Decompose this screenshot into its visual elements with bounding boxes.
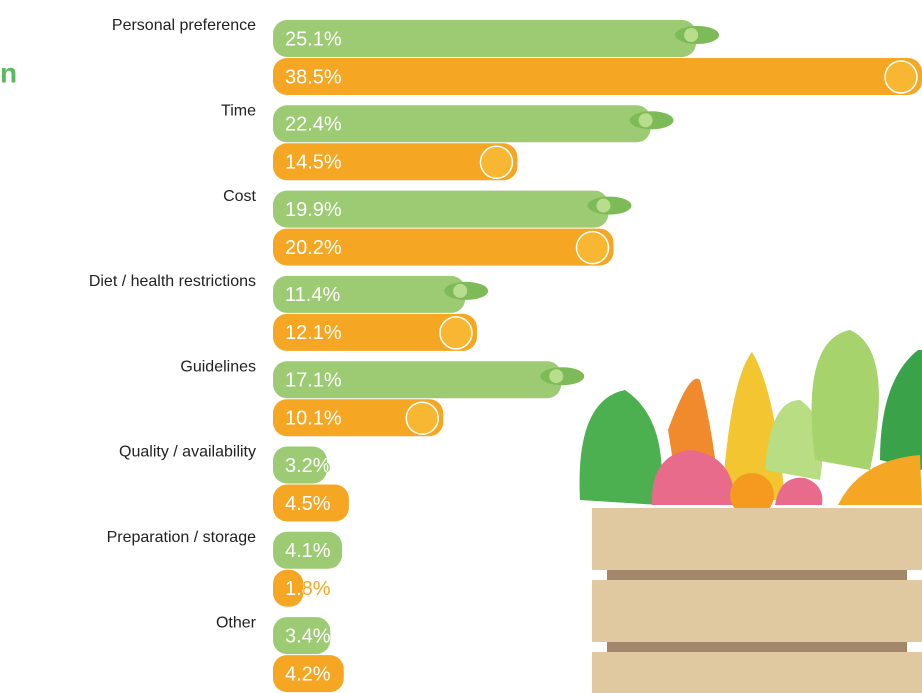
bar (273, 446, 327, 484)
bar (273, 617, 331, 655)
value-label-outside: 20.2% (285, 237, 342, 259)
bar (273, 275, 466, 313)
pea (596, 198, 611, 213)
value-label: 12.1% (285, 322, 342, 344)
orange-slice (479, 145, 514, 180)
value-label: 38.5% (285, 66, 342, 88)
value-label: 25.1% (285, 28, 342, 50)
bar (273, 105, 651, 143)
bar (273, 228, 614, 266)
orange-slice (575, 230, 610, 265)
orange-slice (439, 316, 473, 350)
value-label: 19.9% (285, 199, 342, 221)
value-label-outside: 17.1% (285, 369, 342, 391)
bar (273, 531, 343, 569)
value-label: 1.8% (285, 578, 331, 600)
bar (273, 143, 518, 181)
value-label: 14.5% (285, 152, 342, 174)
bar (273, 313, 477, 351)
bar (273, 484, 349, 522)
bar (273, 655, 344, 693)
value-label: 22.4% (285, 114, 342, 136)
orange-slice (884, 60, 918, 94)
value-label-outside: 12.1% (285, 322, 342, 344)
value-label-outside: 25.1% (285, 28, 342, 50)
value-label: 3.4% (285, 625, 331, 647)
value-label: 4.5% (285, 493, 331, 515)
pea (684, 28, 699, 42)
value-label: 11.4% (285, 284, 340, 306)
value-label-outside: 4.5% (285, 493, 331, 515)
bar (273, 399, 444, 437)
bar (273, 361, 562, 399)
bar (273, 20, 697, 57)
value-label-outside: 1.8% (285, 578, 331, 600)
crate-illustration (579, 330, 922, 693)
value-label-outside: 3.2% (285, 455, 331, 477)
value-label-outside: 38.5% (285, 66, 342, 88)
category-label: Other (216, 614, 257, 631)
value-label-outside: 3.4% (285, 625, 331, 647)
value-label: 20.2% (285, 237, 342, 259)
orange-slice (405, 401, 440, 435)
value-label: 4.2% (285, 663, 331, 685)
value-label-outside: 4.2% (285, 663, 331, 685)
category-label: Personal preference (112, 17, 256, 34)
value-label-outside: 11.4% (285, 284, 340, 306)
pea (549, 369, 564, 384)
pea (453, 283, 468, 298)
value-label-outside: 10.1% (285, 407, 342, 429)
bar (273, 569, 304, 607)
value-label-outside: 4.1% (285, 540, 331, 562)
value-label-outside: 14.5% (285, 152, 342, 174)
category-label: Guidelines (180, 358, 256, 375)
category-label: Time (221, 103, 256, 120)
value-label: 4.1% (285, 540, 331, 562)
category-label: Preparation / storage (107, 529, 257, 546)
category-label: Quality / availability (119, 444, 256, 461)
value-label: 17.1% (285, 369, 342, 391)
bar (273, 190, 609, 228)
pea (638, 113, 653, 128)
value-label-outside: 19.9% (285, 199, 342, 221)
bar (273, 58, 922, 95)
value-label: 10.1% (285, 407, 342, 429)
value-label: 3.2% (285, 455, 331, 477)
value-label-outside: 22.4% (285, 114, 342, 136)
category-label: Diet / health restrictions (89, 273, 256, 290)
category-label: Cost (223, 188, 256, 205)
title-fragment: n (0, 57, 17, 88)
